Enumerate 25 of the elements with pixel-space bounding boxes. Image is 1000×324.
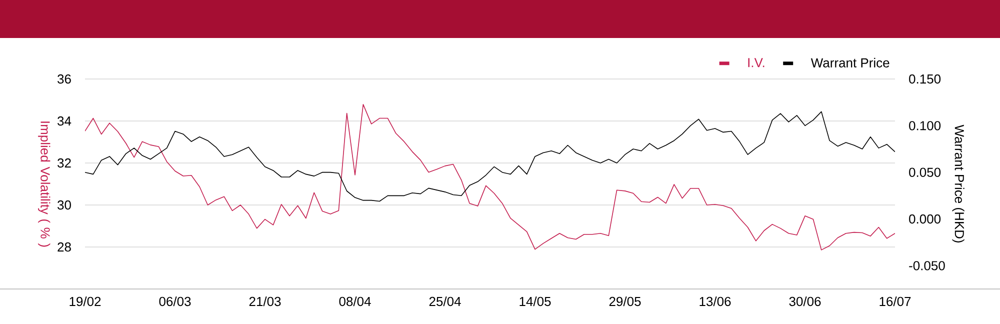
y-axis-title: Implied Volatility ( % ) xyxy=(38,122,50,247)
y-tick-label: 36 xyxy=(58,74,71,84)
y-tick-label: 34 xyxy=(58,116,72,126)
y-tick-label: 30 xyxy=(58,200,71,210)
x-tick-label: 16/07 xyxy=(880,296,911,306)
x-tick-label: 21/03 xyxy=(249,296,281,306)
y2-tick-label: 0.100 xyxy=(909,121,941,130)
y2-tick-label: -0.050 xyxy=(909,261,945,270)
x-tick-label: 29/05 xyxy=(609,296,641,306)
x-tick-label: 06/03 xyxy=(159,296,191,306)
x-tick-label: 19/02 xyxy=(70,296,101,306)
y2-axis-title: Warrant Price (HKD) xyxy=(952,124,964,243)
x-tick-label: 08/04 xyxy=(339,296,371,306)
x-tick-label: 30/06 xyxy=(789,296,821,306)
x-tick-label: 14/05 xyxy=(520,296,551,306)
legend-label: I.V. xyxy=(748,58,764,68)
line-series xyxy=(85,104,896,250)
legend-label: Warrant Price xyxy=(810,58,890,68)
y2-tick-label: 0.150 xyxy=(909,74,941,84)
y2-tick-label: 0.000 xyxy=(909,214,941,224)
y-tick-label: 32 xyxy=(58,158,71,168)
y-tick-label: 28 xyxy=(58,242,71,252)
x-tick-label: 13/06 xyxy=(700,296,731,306)
y2-tick-label: 0.050 xyxy=(909,168,941,177)
x-tick-label: 25/04 xyxy=(429,296,461,306)
